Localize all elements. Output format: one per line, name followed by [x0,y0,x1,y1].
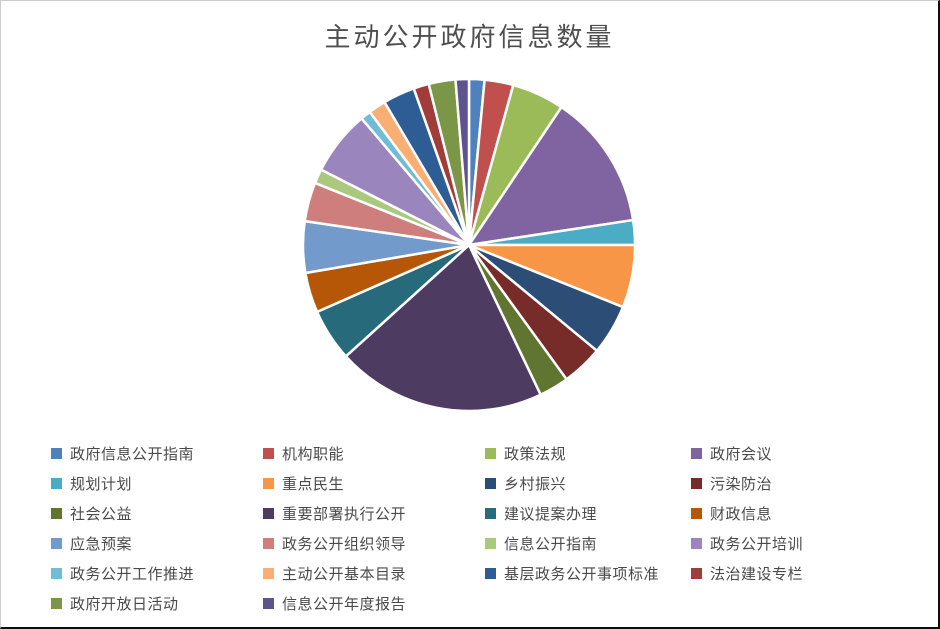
legend-swatch-icon [691,507,702,519]
legend-label: 基层政务公开事项标准 [504,564,660,583]
legend-label: 应急预案 [70,534,133,553]
legend-label: 社会公益 [70,504,133,523]
legend-label: 乡村振兴 [504,474,567,493]
legend-swatch-icon [691,567,702,579]
legend-swatch-icon [263,507,274,519]
legend-label: 主动公开基本目录 [282,564,407,583]
legend-item-1[interactable]: 政府信息公开指南 [51,443,263,464]
legend-label: 政策法规 [504,444,567,463]
legend-label: 信息公开指南 [504,534,598,553]
legend-label: 政府开放日活动 [70,594,179,613]
legend-item-3[interactable]: 政策法规 [485,443,691,464]
legend-swatch-icon [691,537,702,549]
pie-slice-10[interactable]: 重要部署执行公开 [344,243,542,413]
legend-item-10[interactable]: 重要部署执行公开 [263,503,485,524]
legend-swatch-icon [691,477,702,489]
legend-swatch-icon [485,447,496,459]
pie-chart: 政府信息公开指南机构职能政策法规政府会议规划计划重点民生乡村振兴污染防治社会公益… [301,77,637,413]
legend-swatch-icon [51,537,62,549]
legend-swatch-icon [263,447,274,459]
legend-swatch-icon [485,567,496,579]
legend-label: 政务公开培训 [710,534,804,553]
legend-item-19[interactable]: 基层政务公开事项标准 [485,563,691,584]
legend-label: 政府信息公开指南 [70,444,195,463]
legend-label: 政务公开工作推进 [70,564,195,583]
legend-label: 污染防治 [710,474,773,493]
legend-label: 政府会议 [710,444,773,463]
legend-swatch-icon [485,537,496,549]
legend-item-21[interactable]: 政府开放日活动 [51,593,263,614]
legend-label: 规划计划 [70,474,133,493]
legend-swatch-icon [51,477,62,489]
legend: 政府信息公开指南 机构职能 政策法规 政府会议规划计划 重点民生 乡村振兴 污染防治社会公益… [51,438,901,618]
legend-swatch-icon [691,447,702,459]
legend-swatch-icon [485,507,496,519]
pie-slice-4[interactable]: 政府会议 [467,105,635,247]
legend-swatch-icon [51,447,62,459]
legend-swatch-icon [263,537,274,549]
legend-item-2[interactable]: 机构职能 [263,443,485,464]
legend-item-13[interactable]: 应急预案 [51,533,263,554]
legend-swatch-icon [51,567,62,579]
legend-item-9[interactable]: 社会公益 [51,503,263,524]
legend-item-8[interactable]: 污染防治 [691,473,901,494]
legend-item-4[interactable]: 政府会议 [691,443,901,464]
legend-swatch-icon [51,597,62,609]
legend-swatch-icon [263,597,274,609]
legend-label: 建议提案办理 [504,504,598,523]
legend-item-20[interactable]: 法治建设专栏 [691,563,901,584]
legend-label: 重点民生 [282,474,345,493]
legend-label: 法治建设专栏 [710,564,804,583]
legend-item-15[interactable]: 信息公开指南 [485,533,691,554]
legend-label: 财政信息 [710,504,773,523]
legend-item-17[interactable]: 政务公开工作推进 [51,563,263,584]
chart-title: 主动公开政府信息数量 [324,23,615,53]
legend-swatch-icon [263,567,274,579]
legend-item-5[interactable]: 规划计划 [51,473,263,494]
legend-label: 信息公开年度报告 [282,594,407,613]
legend-label: 机构职能 [282,444,345,463]
legend-item-18[interactable]: 主动公开基本目录 [263,563,485,584]
legend-item-14[interactable]: 政务公开组织领导 [263,533,485,554]
legend-item-16[interactable]: 政务公开培训 [691,533,901,554]
legend-swatch-icon [485,477,496,489]
legend-item-22[interactable]: 信息公开年度报告 [263,593,485,614]
pie-slice-22[interactable]: 信息公开年度报告 [454,77,471,247]
legend-item-12[interactable]: 财政信息 [691,503,901,524]
legend-swatch-icon [51,507,62,519]
legend-item-11[interactable]: 建议提案办理 [485,503,691,524]
legend-label: 重要部署执行公开 [282,504,407,523]
legend-item-7[interactable]: 乡村振兴 [485,473,691,494]
legend-label: 政务公开组织领导 [282,534,407,553]
legend-swatch-icon [263,477,274,489]
legend-item-6[interactable]: 重点民生 [263,473,485,494]
